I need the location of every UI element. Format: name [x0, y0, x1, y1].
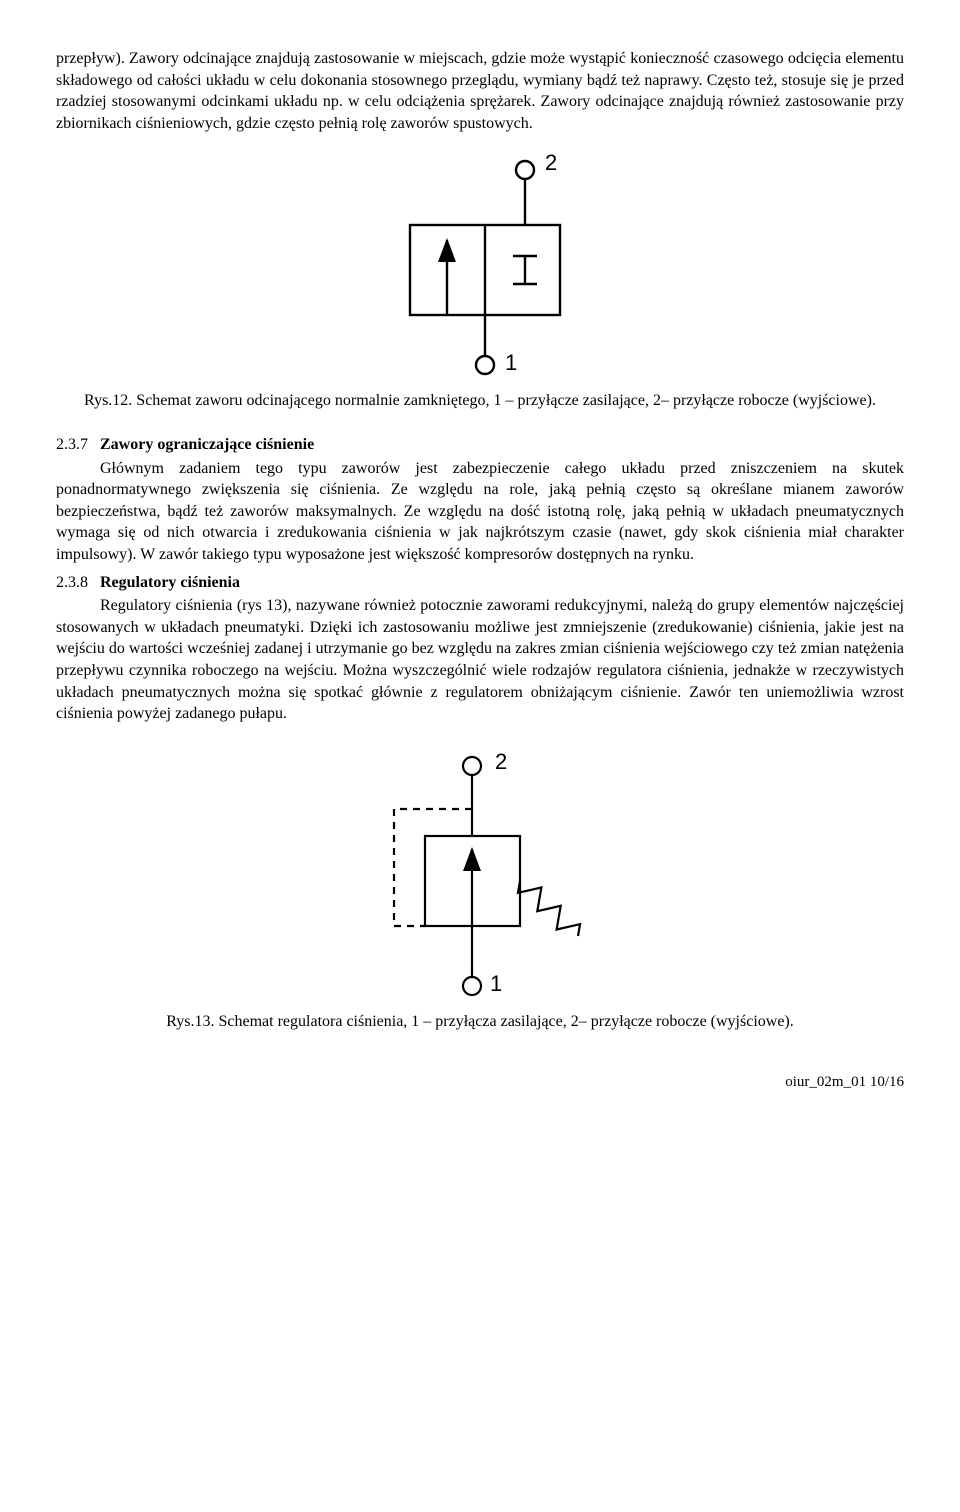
section-238-heading: 2.3.8 Regulatory ciśnienia	[56, 572, 904, 594]
svg-text:1: 1	[505, 350, 517, 375]
section-237-number: 2.3.7	[56, 436, 88, 453]
figure-13-svg: 21	[350, 741, 610, 1001]
section-238-title: Regulatory ciśnienia	[100, 574, 240, 591]
svg-text:1: 1	[490, 971, 502, 996]
svg-text:2: 2	[495, 749, 507, 774]
figure-12-container: 21	[56, 150, 904, 380]
figure-12-svg: 21	[370, 150, 590, 380]
svg-text:2: 2	[545, 150, 557, 175]
intro-paragraph: przepływ). Zawory odcinające znajdują za…	[56, 48, 904, 134]
figure-13-container: 21	[56, 741, 904, 1001]
section-238-paragraph: Regulatory ciśnienia (rys 13), nazywane …	[56, 595, 904, 725]
section-237-text: Głównym zadaniem tego typu zaworów jest …	[56, 460, 904, 563]
section-237-title: Zawory ograniczające ciśnienie	[100, 436, 314, 453]
section-237-paragraph: Głównym zadaniem tego typu zaworów jest …	[56, 458, 904, 566]
section-238-number: 2.3.8	[56, 574, 88, 591]
figure-13-caption: Rys.13. Schemat regulatora ciśnienia, 1 …	[56, 1011, 904, 1033]
page-footer: oiur_02m_01 10/16	[56, 1072, 904, 1092]
section-238-text: Regulatory ciśnienia (rys 13), nazywane …	[56, 597, 904, 722]
section-237-heading: 2.3.7 Zawory ograniczające ciśnienie	[56, 434, 904, 456]
figure-12-caption: Rys.12. Schemat zaworu odcinającego norm…	[56, 390, 904, 412]
